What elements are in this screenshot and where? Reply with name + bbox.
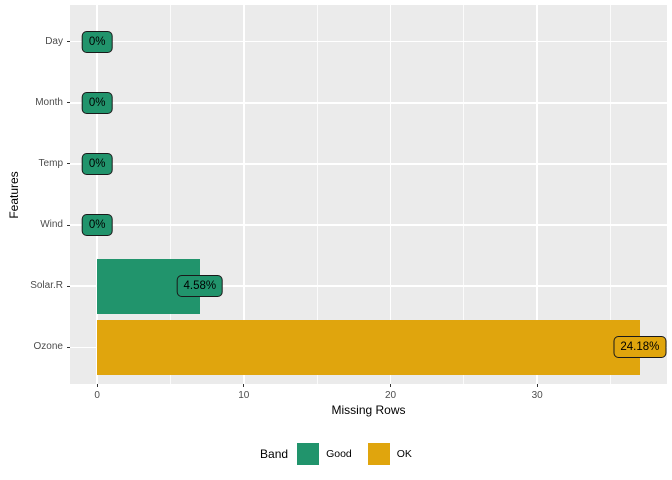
gridline-major-vertical	[96, 5, 98, 384]
x-tick-label: 20	[384, 390, 397, 401]
y-tick-mark	[66, 163, 70, 165]
bar-percentage-label: 24.18%	[613, 336, 667, 359]
gridline-major-horizontal	[70, 285, 667, 287]
bar-percentage-label: 0%	[81, 30, 113, 53]
x-tick-mark	[390, 384, 391, 387]
legend-swatch-good	[297, 443, 320, 465]
x-tick-mark	[96, 384, 98, 387]
legend-label-good: Good	[326, 448, 352, 460]
x-tick-mark	[536, 384, 538, 387]
gridline-major-horizontal	[70, 40, 667, 43]
gridline-major-horizontal	[70, 102, 667, 104]
y-tick-label: Month	[35, 96, 63, 108]
plot-panel: 0% 0% 0% 0% 4.58% 24.18%	[70, 5, 667, 384]
gridline-minor-vertical	[316, 5, 318, 384]
y-tick-label: Ozone	[33, 341, 63, 353]
gridline-major-vertical	[389, 5, 392, 384]
bar-percentage-label: 0%	[81, 214, 113, 237]
gridline-major-horizontal	[70, 163, 667, 165]
legend-swatch-ok	[367, 443, 390, 465]
x-tick-label: 30	[531, 390, 543, 401]
gridline-minor-vertical	[463, 5, 465, 384]
gridline-minor-vertical	[169, 5, 171, 384]
gridline-major-horizontal	[70, 224, 667, 226]
y-tick-label: Day	[45, 35, 63, 47]
bar-ozone	[97, 319, 640, 375]
y-tick-mark	[66, 224, 70, 226]
legend-label-ok: OK	[396, 448, 412, 460]
legend-title: Band	[260, 447, 289, 461]
y-tick-label: Temp	[38, 157, 63, 169]
bar-percentage-label: 0%	[81, 152, 113, 175]
bar-percentage-label: 0%	[81, 91, 113, 114]
gridline-major-vertical	[243, 5, 245, 384]
x-tick-label: 10	[238, 390, 250, 401]
bar-percentage-label: 4.58%	[176, 275, 224, 298]
y-tick-mark	[66, 41, 70, 43]
gridline-major-vertical	[536, 5, 538, 384]
y-axis-title: Features	[7, 171, 21, 219]
x-tick-mark	[243, 384, 245, 387]
legend: Band Good OK	[0, 441, 672, 467]
x-axis-title: Missing Rows	[331, 403, 406, 417]
y-tick-mark	[66, 285, 70, 287]
gridline-minor-vertical	[610, 5, 612, 384]
y-tick-mark	[66, 346, 70, 348]
y-tick-label: Solar.R	[30, 280, 63, 292]
y-tick-label: Wind	[40, 219, 63, 231]
y-tick-mark	[66, 102, 70, 104]
x-tick-label: 0	[94, 390, 100, 401]
